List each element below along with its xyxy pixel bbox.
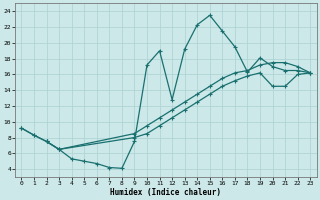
X-axis label: Humidex (Indice chaleur): Humidex (Indice chaleur)	[110, 188, 221, 197]
